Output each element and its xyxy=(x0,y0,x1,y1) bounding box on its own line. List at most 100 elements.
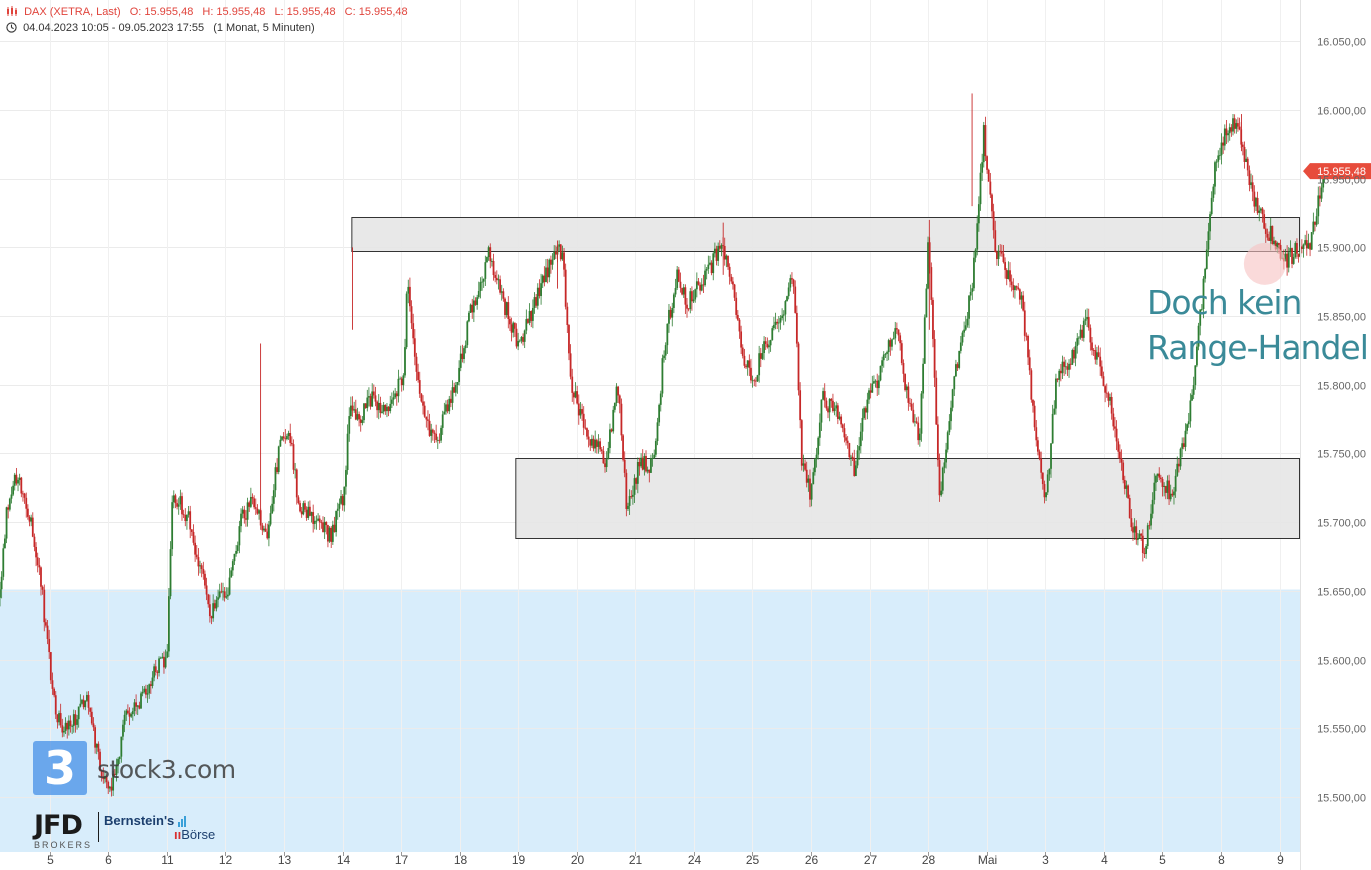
candle xyxy=(623,459,626,473)
candle xyxy=(415,356,418,372)
candle xyxy=(854,465,857,477)
candle xyxy=(40,567,42,587)
candle xyxy=(66,722,69,730)
candle xyxy=(912,409,915,423)
candle xyxy=(758,353,761,376)
candle xyxy=(1191,394,1193,401)
candle xyxy=(574,391,577,398)
candle xyxy=(282,436,285,439)
candle xyxy=(264,528,267,532)
date-range: 04.04.2023 10:05 - 09.05.2023 17:55 xyxy=(23,22,205,34)
candle xyxy=(26,508,29,517)
candle xyxy=(286,436,288,440)
candle xyxy=(945,449,947,463)
candle xyxy=(33,536,36,547)
candle xyxy=(846,440,849,444)
candle xyxy=(1315,216,1318,225)
candle xyxy=(510,324,513,333)
candle xyxy=(784,301,787,315)
bernstein-logo: Bernstein's ııBörse xyxy=(104,814,215,842)
candle xyxy=(471,304,474,313)
candle xyxy=(45,622,47,626)
candle xyxy=(814,459,816,473)
candle xyxy=(236,545,239,551)
candle xyxy=(425,416,428,420)
candle xyxy=(681,287,683,295)
candle xyxy=(149,684,152,686)
x-tick-label: 18 xyxy=(454,853,468,867)
candle xyxy=(1207,231,1210,250)
candle xyxy=(1310,232,1313,250)
candle xyxy=(274,467,277,491)
candle xyxy=(1010,281,1013,285)
candle xyxy=(102,776,105,780)
candle xyxy=(561,252,564,260)
candle xyxy=(12,485,15,495)
candle xyxy=(340,496,342,504)
candle xyxy=(750,367,752,381)
y-tick-label: 15.850,00 xyxy=(1317,312,1366,324)
candle xyxy=(1066,366,1069,370)
candle xyxy=(733,284,736,298)
candle xyxy=(599,441,602,450)
candle xyxy=(200,565,203,569)
candle xyxy=(366,397,369,409)
candle xyxy=(595,439,598,447)
candle xyxy=(1027,335,1029,358)
x-tick-label: 26 xyxy=(805,853,819,867)
candle xyxy=(1296,243,1298,254)
candle xyxy=(1233,118,1236,129)
candle xyxy=(577,403,580,416)
candle xyxy=(633,478,636,495)
candle xyxy=(1166,480,1169,493)
x-tick-label: 12 xyxy=(219,853,233,867)
candle xyxy=(935,377,938,425)
candle xyxy=(504,298,506,316)
candle xyxy=(351,405,354,411)
candle xyxy=(1074,345,1077,359)
candle xyxy=(1322,176,1325,188)
candle xyxy=(743,355,746,366)
candle xyxy=(231,561,234,571)
candle xyxy=(518,340,521,342)
candle xyxy=(246,502,249,520)
candle xyxy=(225,596,228,598)
candle xyxy=(490,260,493,262)
candle xyxy=(113,773,116,775)
candle xyxy=(143,688,146,692)
x-tick-label: 5 xyxy=(1159,853,1166,867)
candle xyxy=(486,257,488,263)
candle xyxy=(325,521,328,526)
candle xyxy=(1028,357,1031,371)
candle xyxy=(420,393,423,402)
candle xyxy=(1081,329,1084,338)
candle xyxy=(1314,221,1316,225)
candle xyxy=(41,586,44,590)
candle xyxy=(646,469,649,472)
candle xyxy=(1115,428,1118,442)
candle xyxy=(522,337,524,342)
candle xyxy=(1163,485,1166,487)
candle xyxy=(63,730,65,733)
candle xyxy=(922,363,925,394)
candle xyxy=(1132,527,1134,533)
candle xyxy=(694,289,697,300)
candle xyxy=(177,504,180,507)
candle xyxy=(1276,242,1279,250)
candle xyxy=(1286,253,1289,268)
candle xyxy=(887,340,890,353)
candle xyxy=(331,524,334,542)
candle xyxy=(56,714,59,723)
candle xyxy=(732,281,734,285)
candle xyxy=(997,250,1000,260)
candle xyxy=(766,343,769,348)
candle xyxy=(427,419,429,421)
candle xyxy=(910,403,913,410)
candle xyxy=(413,338,416,357)
candle xyxy=(1140,533,1143,536)
candle xyxy=(290,442,293,445)
close-value: C: 15.955,48 xyxy=(344,6,408,18)
candle xyxy=(1182,443,1185,447)
candle xyxy=(1222,142,1225,146)
